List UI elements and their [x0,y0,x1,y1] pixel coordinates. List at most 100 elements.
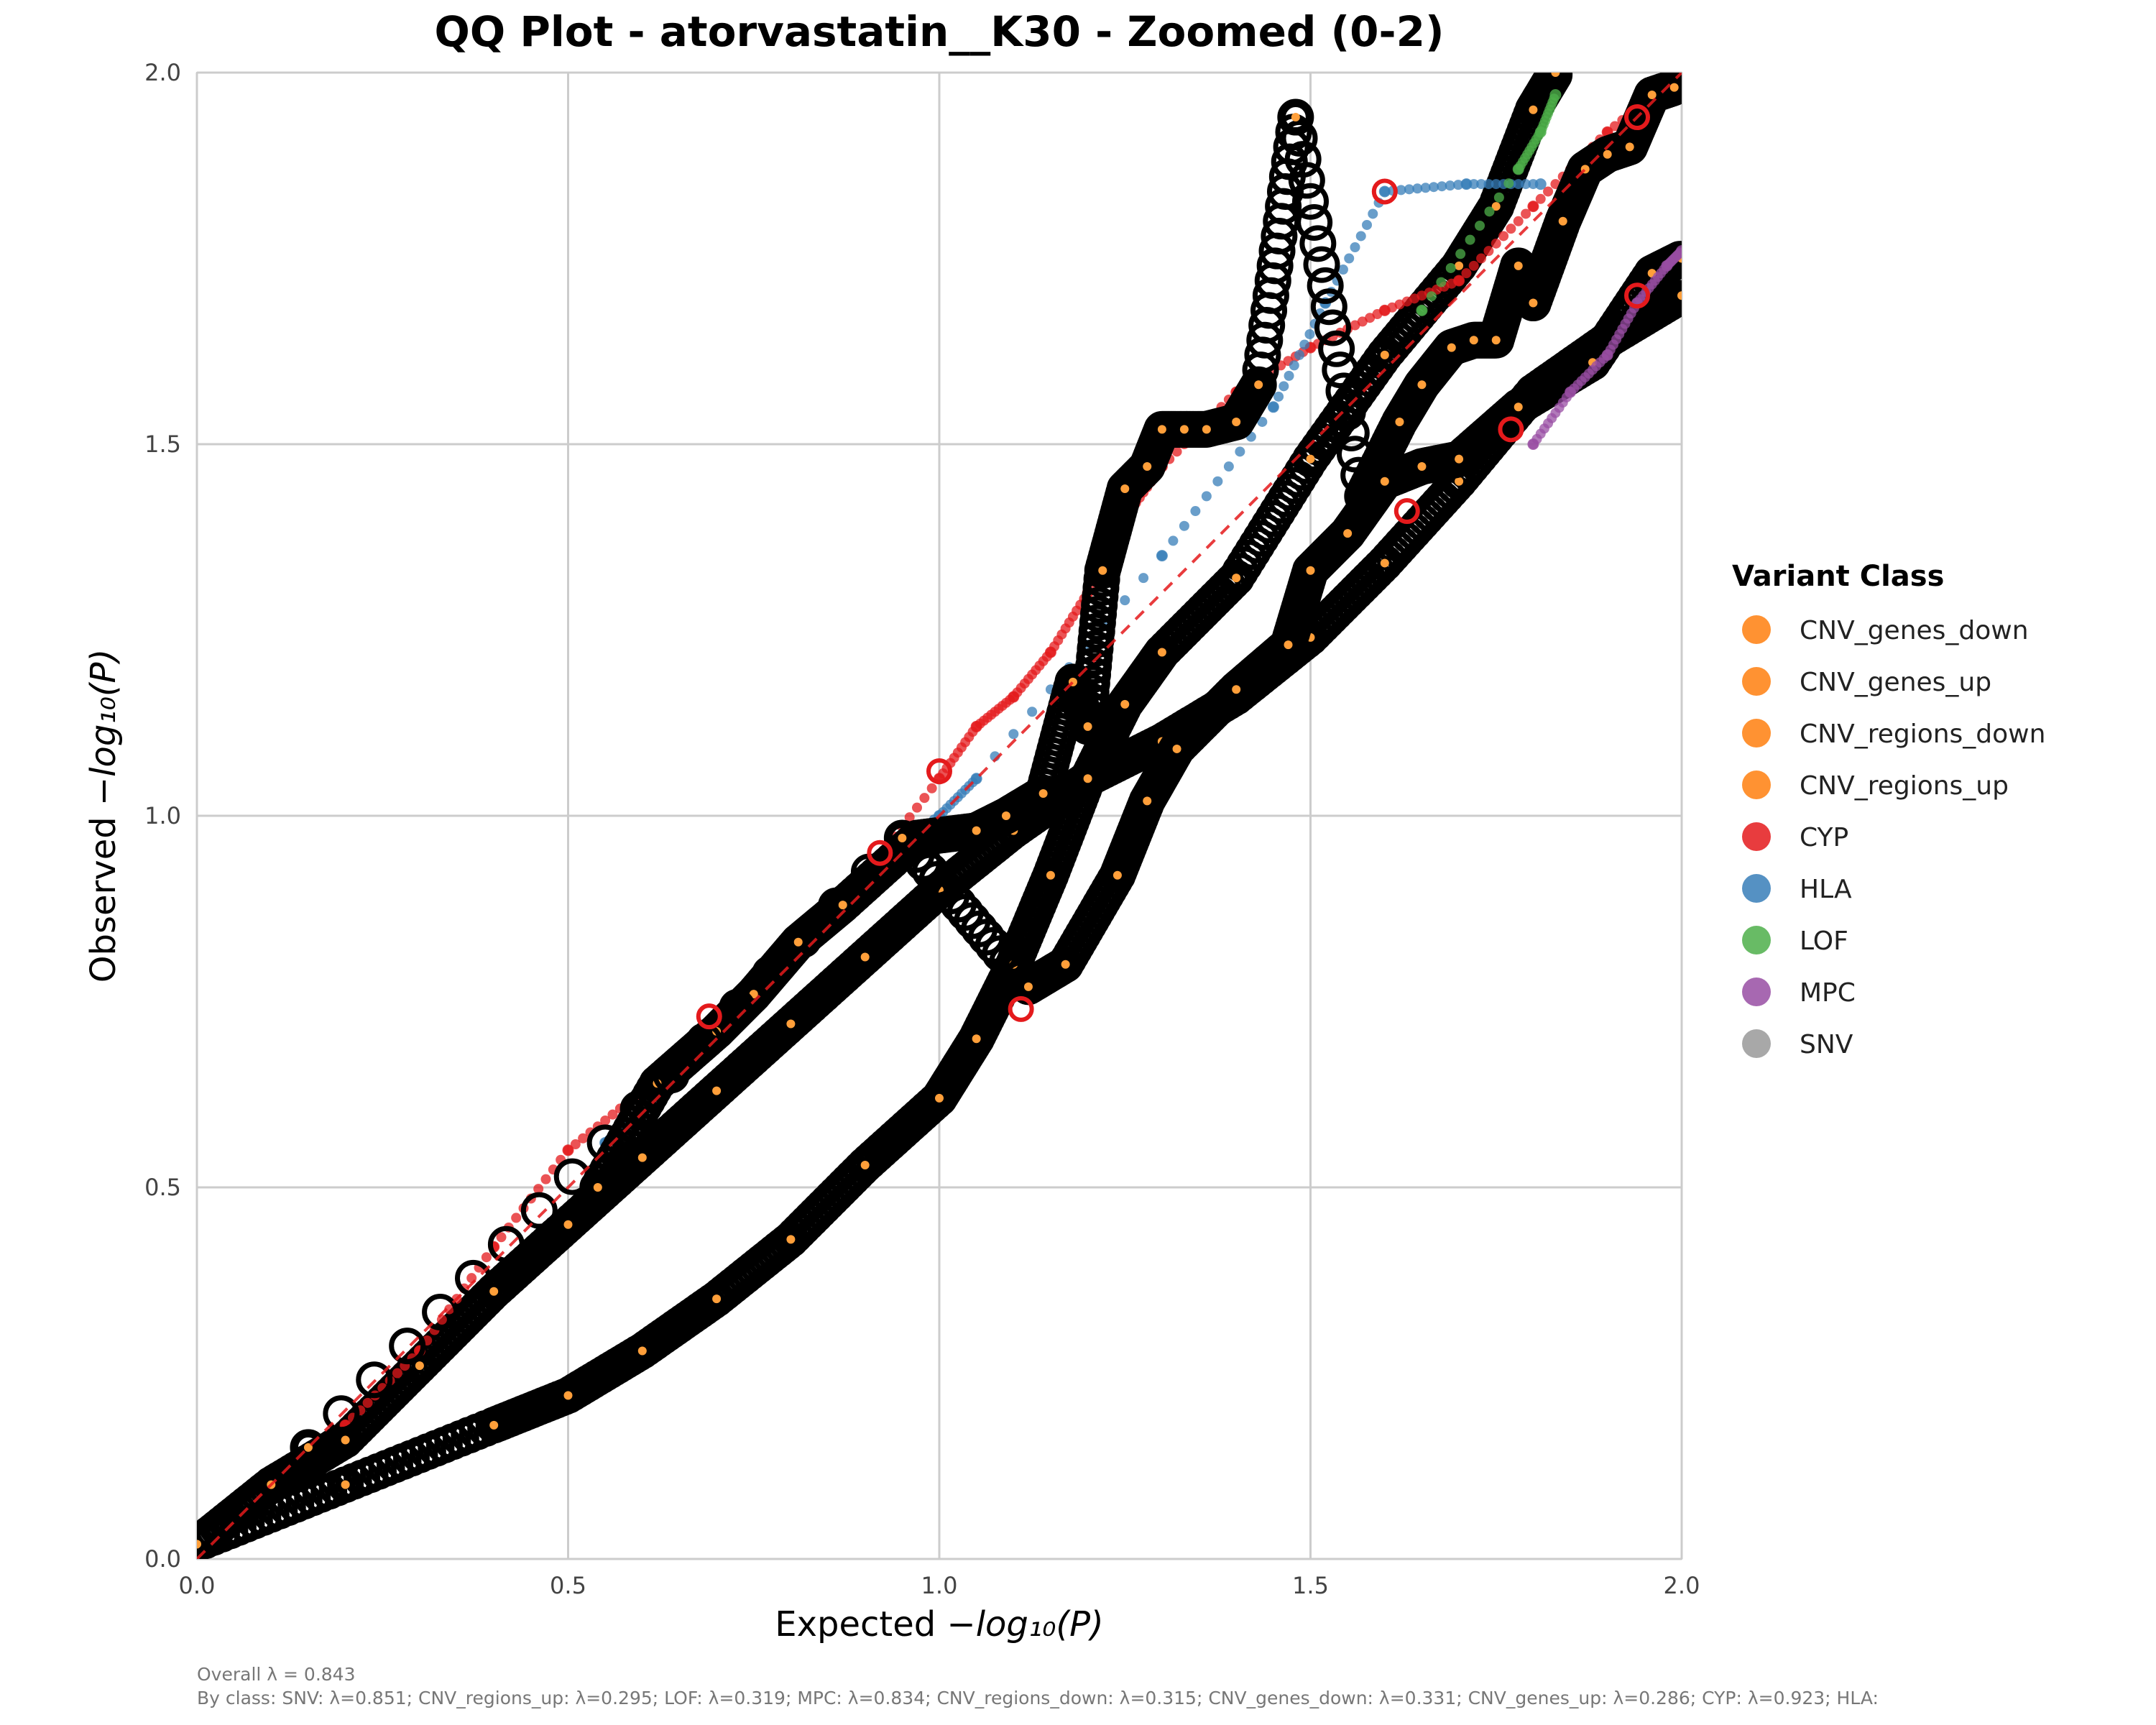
y-tick-label: 1.5 [144,431,181,458]
data-point [553,1158,591,1195]
legend-label: CNV_regions_down [1800,719,2045,749]
data-point [1534,178,1547,190]
data-point [415,1361,424,1371]
data-point [1426,291,1437,302]
data-point [785,921,822,958]
data-point [1498,231,1509,242]
data-point [1368,208,1378,219]
data-point-ring [1222,675,1251,704]
data-point-ring [776,1009,806,1039]
data-point [1491,179,1501,190]
data-point [1493,192,1504,203]
data-point [1292,183,1329,220]
data-point [860,952,870,962]
data-point [563,1220,573,1229]
data-point [1273,391,1284,402]
data-point-ring [991,801,1021,830]
data-point [1322,351,1359,389]
data-point [1445,180,1455,191]
data-point-ring [1273,630,1303,660]
data-point [838,901,847,910]
data-point [1223,461,1234,472]
data-point [1455,261,1464,270]
data-point-ring [1459,326,1488,355]
data-point-ring [1147,415,1176,444]
data-point [1514,261,1523,270]
data-point [1514,402,1523,412]
data-point [1625,142,1634,152]
data-point [919,793,930,804]
series-cnv-regions-up [579,73,1682,1206]
data-point [1157,648,1166,657]
data-point-ring [1548,206,1577,236]
data-point-ring [1051,949,1080,979]
data-point-ring [1503,251,1533,280]
data-point-ring [850,1150,880,1179]
data-point [1294,349,1305,360]
data-point [1603,150,1612,159]
data-point [1299,339,1310,350]
legend-label: HLA [1800,875,1852,904]
legend-swatch [1742,667,1771,696]
data-point [1534,126,1547,138]
data-point [341,1480,350,1489]
data-point [1512,163,1524,175]
x-axis-label-text: Expected [775,1604,936,1644]
data-point [1027,707,1038,717]
data-point [1143,462,1152,472]
data-point [1232,417,1241,426]
data-point-ring [1222,407,1251,436]
data-point-ring [1110,689,1140,719]
data-point [578,1133,589,1144]
data-point [1083,722,1092,731]
cyp-highlight-ring [1624,104,1651,131]
data-point-ring [1147,638,1176,667]
data-point [1304,328,1315,339]
y-tick-label: 0.5 [144,1174,181,1201]
data-point [487,1225,525,1263]
data-point [392,1368,402,1379]
data-point [1677,291,1682,300]
data-point-ring [1192,415,1221,444]
cyp-highlight-ring [926,758,952,784]
data-point [1461,268,1472,279]
data-point [422,1293,459,1330]
data-point [1445,262,1456,273]
data-point [1558,216,1567,226]
data-point [1281,119,1318,157]
data-point [1380,558,1389,568]
data-point [1337,264,1348,275]
data-point [303,1443,313,1452]
data-point [972,1034,981,1044]
data-point [752,954,789,992]
legend-title: Variant Class [1732,560,1944,593]
data-point [1310,288,1348,326]
data-point-ring [1519,288,1548,318]
data-point [637,1153,647,1162]
data-point [1661,259,1673,272]
data-point-ring [1481,326,1511,355]
tick-labels: 0.0 0.5 1.0 1.5 2.0 0.0 0.5 1.0 1.5 2.0 [144,59,1700,1599]
data-point-ring [962,816,991,845]
data-point [1527,438,1539,450]
cyp-highlight-ring [867,840,893,866]
data-point [1284,370,1294,381]
cyp-highlight-rings [696,104,1651,1030]
data-point [1201,491,1212,502]
data-point [1329,393,1366,431]
data-point [1284,141,1322,178]
data-point-ring [1570,155,1600,184]
data-point [1289,360,1299,371]
data-point [1254,380,1263,390]
data-point [489,1420,499,1430]
data-point [926,783,937,794]
data-point [607,1109,618,1120]
data-point [1232,574,1241,583]
legend-swatch [1742,1029,1771,1058]
data-point [444,1304,455,1315]
data-point [1601,349,1613,361]
data-point [1453,180,1464,190]
series-cnv-genes-down [197,73,1573,1559]
data-point [1506,224,1516,234]
data-point [1156,550,1168,562]
